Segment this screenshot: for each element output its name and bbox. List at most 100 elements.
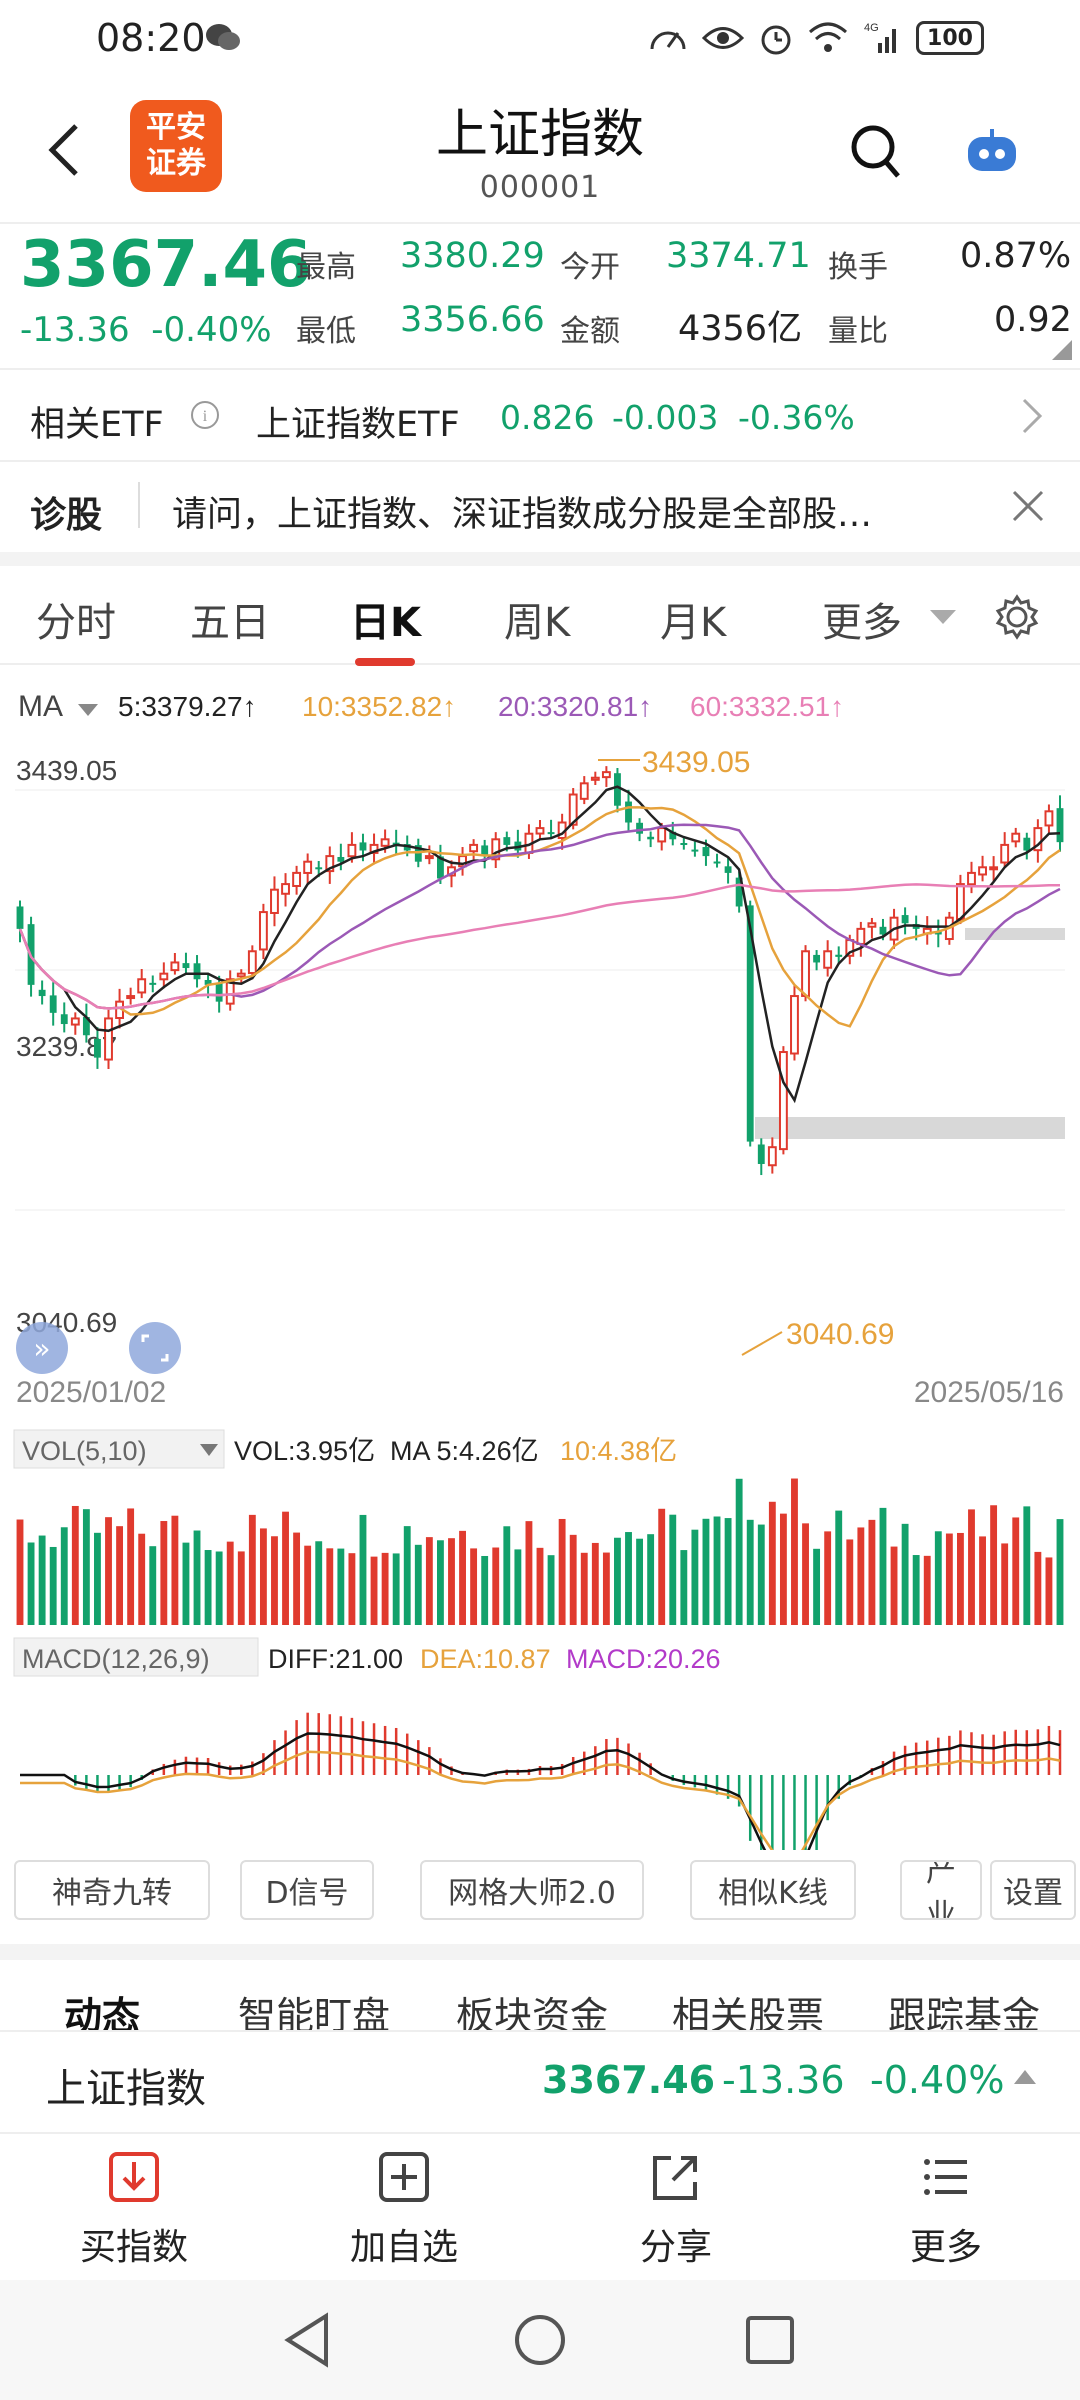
volume-bar — [38, 1535, 46, 1625]
candle-body — [767, 1146, 777, 1167]
search-icon[interactable] — [848, 122, 904, 182]
candle-body — [503, 837, 511, 845]
volume-bar — [359, 1514, 367, 1625]
share-icon — [653, 2156, 697, 2200]
volume-bar — [337, 1548, 345, 1625]
volratio-value: 0.92 — [994, 300, 1072, 340]
macd-legend-label: MACD(12,26,9) — [22, 1644, 210, 1674]
candle-body — [16, 906, 24, 929]
volume-bar — [602, 1552, 610, 1625]
candle-body — [978, 866, 987, 876]
ma20-legend: 20:3320.81↑ — [498, 691, 652, 722]
tool-magic-nine[interactable]: 神奇九转 — [14, 1860, 210, 1920]
candle-body — [1033, 827, 1043, 852]
diagnosis-text[interactable]: 请问，上证指数、深证指数成分股是全部股… — [172, 495, 873, 535]
buy-index-label: 买指数 — [79, 2227, 188, 2268]
sticky-quote-bar[interactable] — [0, 2030, 1080, 2130]
tab-more[interactable]: 更多 — [822, 600, 902, 646]
macd-histogram — [20, 1712, 1062, 1850]
volume-bar — [503, 1526, 511, 1625]
tool-similar-k[interactable]: 相似K线 — [690, 1860, 856, 1920]
resistance-band — [965, 928, 1065, 940]
candle-body — [601, 771, 611, 779]
status-bar: 08:20 4G 100 — [0, 0, 1080, 80]
candle-body — [170, 961, 180, 972]
macd-selector[interactable] — [13, 1637, 259, 1677]
high-marker: 3439.05 — [642, 746, 750, 779]
info-icon[interactable]: i — [190, 400, 220, 430]
volume-bar — [724, 1518, 732, 1625]
volume-bar — [614, 1537, 621, 1625]
expand-up-icon[interactable] — [1014, 2070, 1036, 2086]
candle-body — [258, 911, 268, 951]
candle-body — [247, 950, 257, 975]
nav-home-icon[interactable] — [512, 2312, 568, 2368]
add-watchlist-button[interactable]: 加自选 — [324, 2150, 484, 2270]
candle-body — [204, 979, 212, 985]
nav-recents-icon[interactable] — [744, 2314, 796, 2366]
volume-bar — [27, 1542, 35, 1625]
candle-body — [867, 922, 877, 928]
tab-daily-k[interactable]: 日K — [350, 600, 421, 646]
buy-index-button[interactable]: 买指数 — [54, 2150, 214, 2270]
volume-bar — [536, 1547, 544, 1625]
close-icon[interactable] — [1010, 488, 1046, 524]
volratio-label: 量比 — [828, 314, 888, 349]
tab-five-day[interactable]: 五日 — [190, 600, 270, 646]
volume-bar — [857, 1527, 865, 1625]
active-tab-indicator — [355, 658, 415, 666]
diagnosis-row[interactable] — [0, 460, 1080, 552]
volume-bar — [49, 1546, 57, 1625]
fullscreen-button[interactable] — [129, 1322, 181, 1374]
candle-body — [94, 1038, 101, 1058]
buy-icon — [109, 2152, 159, 2202]
kline-chart[interactable]: MA 5:3379.27↑ 10:3352.82↑ 20:3320.81↑ 60… — [0, 680, 1080, 1850]
more-button[interactable]: 更多 — [866, 2150, 1026, 2270]
expand-corner-icon[interactable] — [1052, 340, 1072, 360]
robot-assistant-icon[interactable] — [962, 125, 1022, 179]
candle-body — [225, 978, 235, 1005]
scroll-left-button[interactable] — [16, 1322, 68, 1374]
candle-body — [778, 1051, 788, 1151]
volume-bar — [990, 1505, 998, 1625]
tab-weekly-k[interactable]: 周K — [504, 600, 571, 646]
candle-body — [424, 855, 434, 860]
double-chevron-icon: » — [33, 1332, 50, 1365]
volume-bar — [669, 1514, 677, 1625]
macd-dea-line — [20, 1750, 1061, 1850]
chevron-right-icon[interactable] — [1020, 396, 1044, 436]
volume-bar — [824, 1531, 832, 1625]
volume-bar — [259, 1528, 267, 1625]
vol-dropdown-icon[interactable] — [200, 1444, 218, 1456]
ma-dropdown-icon[interactable] — [78, 704, 98, 716]
related-etf-row[interactable] — [0, 368, 1080, 458]
tab-monthly-k[interactable]: 月K — [660, 600, 727, 646]
candle-body — [636, 822, 644, 834]
volume-bar — [791, 1478, 798, 1625]
candle-body — [669, 831, 677, 840]
section-gap — [0, 552, 1080, 566]
tab-intraday[interactable]: 分时 — [36, 600, 116, 646]
settings-gear-icon[interactable] — [994, 594, 1040, 640]
high-label: 最高 — [296, 250, 356, 285]
tool-settings[interactable]: 设置 — [990, 1860, 1076, 1920]
candle-body — [1044, 810, 1054, 827]
section-gap — [0, 1944, 1080, 1960]
volume-bar — [459, 1530, 466, 1625]
dropdown-caret-icon[interactable] — [930, 608, 956, 626]
nav-back-icon[interactable] — [282, 2312, 334, 2368]
wechat-icon — [206, 24, 240, 50]
share-button[interactable]: 分享 — [596, 2150, 756, 2270]
page-title: 上证指数 — [435, 105, 644, 165]
tool-d-signal[interactable]: D信号 — [240, 1860, 374, 1920]
vol-selector[interactable] — [13, 1429, 225, 1469]
volume-bar — [127, 1508, 135, 1625]
tool-industry[interactable]: 产业 — [900, 1860, 982, 1920]
back-icon[interactable] — [44, 120, 84, 180]
tool-grid-master[interactable]: 网格大师2.0 — [420, 1860, 644, 1920]
candle-body — [702, 847, 710, 857]
last-price: 3367.46 — [20, 228, 312, 302]
candle-body — [691, 849, 699, 852]
volume-bar — [414, 1544, 422, 1625]
date-start: 2025/01/02 — [16, 1376, 166, 1409]
